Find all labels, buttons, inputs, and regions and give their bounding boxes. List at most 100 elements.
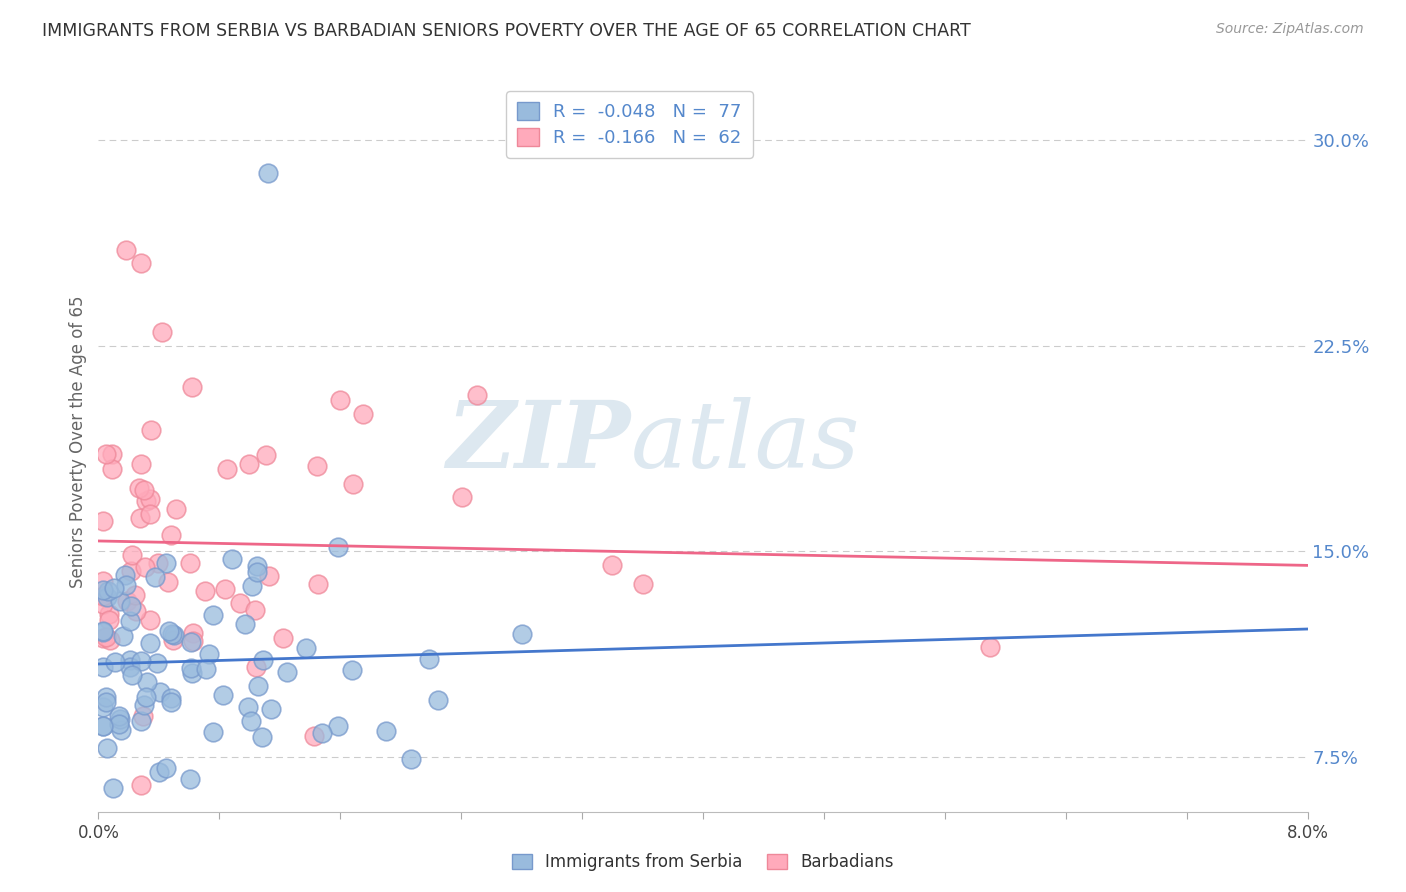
Point [311,726,333,740]
Point [146,556,169,570]
Point [236,700,259,714]
Point [124,588,146,602]
Point [104,655,127,669]
Point [91,583,114,598]
Point [451,491,474,505]
Point [114,243,136,257]
Point [132,709,155,723]
Point [401,752,423,766]
Point [91,598,114,612]
Point [247,680,270,694]
Point [510,626,533,640]
Point [160,690,183,705]
Point [250,730,273,744]
Point [418,652,440,666]
Point [94,690,117,704]
Point [194,662,217,676]
Point [96,590,118,604]
Text: Source: ZipAtlas.com: Source: ZipAtlas.com [1216,22,1364,37]
Point [108,717,131,731]
Point [260,702,283,716]
Point [139,507,162,521]
Point [98,633,121,648]
Point [121,548,143,562]
Point [328,719,350,733]
Point [246,558,269,573]
Point [114,568,136,582]
Point [150,325,173,339]
Point [427,693,450,707]
Point [181,380,204,394]
Point [91,589,114,603]
Point [631,577,654,591]
Point [120,653,142,667]
Point [139,491,162,506]
Point [163,628,186,642]
Point [108,708,131,723]
Point [91,719,114,733]
Point [125,603,148,617]
Point [181,626,204,640]
Point [257,569,280,583]
Point [129,510,152,524]
Point [256,166,278,180]
Point [94,447,117,461]
Point [155,761,177,775]
Point [148,764,170,779]
Point [146,656,169,670]
Point [245,660,267,674]
Point [129,457,152,471]
Point [135,690,157,705]
Point [342,663,364,677]
Point [131,655,153,669]
Point [181,634,204,648]
Point [215,462,238,476]
Point [120,599,142,613]
Point [194,583,217,598]
Point [115,578,138,592]
Point [155,556,177,570]
Point [101,462,124,476]
Point [97,607,120,621]
Point [157,624,180,639]
Point [181,666,204,681]
Point [91,625,114,640]
Point [160,528,183,542]
Point [118,614,141,628]
Point [157,575,180,590]
Point [129,256,152,270]
Point [246,565,269,579]
Text: ZIP: ZIP [446,397,630,486]
Point [979,640,1001,655]
Point [94,694,117,708]
Point [108,712,131,726]
Point [180,635,202,649]
Point [139,636,162,650]
Point [97,583,120,598]
Point [103,581,125,595]
Point [120,564,142,578]
Point [128,482,150,496]
Point [135,494,157,508]
Point [91,514,114,528]
Point [229,596,252,610]
Point [165,502,187,516]
Point [132,698,155,712]
Point [179,556,201,570]
Point [271,632,294,646]
Point [131,714,153,729]
Text: atlas: atlas [630,397,860,486]
Point [307,458,329,473]
Point [101,780,124,795]
Point [139,614,162,628]
Point [342,477,364,491]
Point [91,624,114,638]
Point [233,617,256,632]
Point [295,640,318,655]
Point [179,772,201,786]
Point [121,667,143,681]
Point [96,741,118,756]
Point [117,593,139,607]
Point [91,719,114,733]
Point [160,627,183,641]
